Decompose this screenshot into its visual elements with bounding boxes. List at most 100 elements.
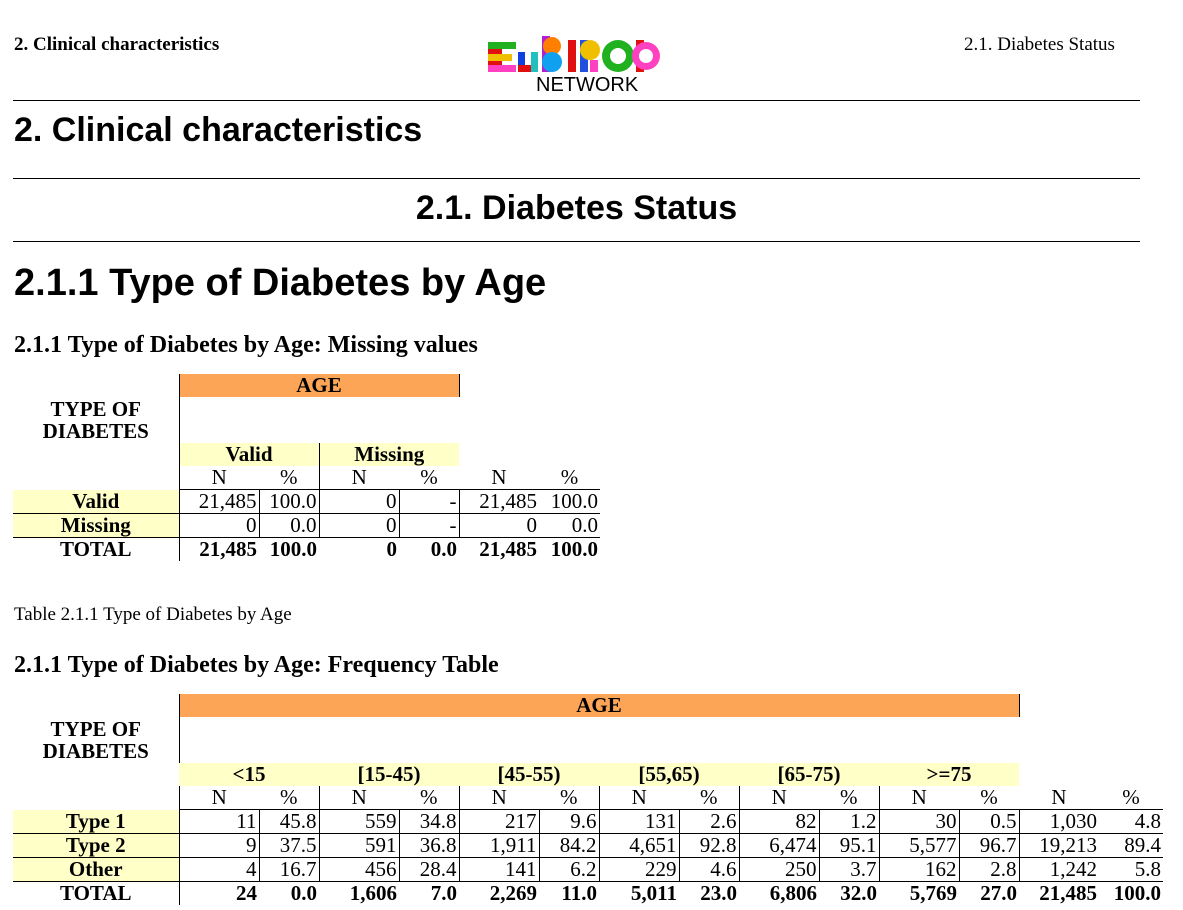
divider — [13, 100, 1140, 101]
cell: 456 — [319, 857, 400, 882]
cell: 0.0 — [290, 881, 317, 905]
table-row: Valid 21,485 100.0 0 - 21,485 100.0 — [13, 489, 601, 514]
cell: 4.8 — [1099, 809, 1164, 834]
cell: 82 — [739, 809, 820, 834]
cell: 100.0 — [269, 537, 317, 561]
cell: 141 — [459, 857, 540, 882]
pct-label: % — [259, 466, 319, 490]
cell: 36.8 — [399, 833, 460, 858]
row-label: Type 2 — [13, 833, 179, 858]
cell: 96.7 — [959, 833, 1020, 858]
age-header: AGE — [178, 694, 1020, 717]
cell: 0 — [386, 537, 398, 561]
n-label: N — [318, 466, 399, 490]
cell: 250 — [739, 857, 820, 882]
cell: 16.7 — [259, 857, 320, 882]
cell: 89.4 — [1099, 833, 1164, 858]
cell: 27.0 — [980, 881, 1018, 905]
cell: - — [399, 489, 460, 514]
running-header-right: 2.1. Diabetes Status — [964, 34, 1115, 55]
cell: 229 — [599, 857, 680, 882]
pct-label: % — [399, 786, 459, 810]
cell: 559 — [319, 809, 400, 834]
cell: 11.0 — [561, 881, 597, 905]
cell: 92.8 — [679, 833, 740, 858]
cell: 23.0 — [700, 881, 737, 905]
pct-label: % — [259, 786, 319, 810]
cell: 3.7 — [819, 857, 880, 882]
chapter-heading: 2. Clinical characteristics — [14, 111, 423, 149]
cell: 217 — [459, 809, 540, 834]
cell: 0.0 — [259, 513, 320, 538]
row-label: Other — [13, 857, 179, 882]
table-row: Missing 0 0.0 0 - 0 0.0 — [13, 513, 601, 538]
row-label: Type 1 — [13, 809, 179, 834]
cell: 2.8 — [959, 857, 1020, 882]
cell: 100.0 — [259, 489, 320, 514]
cell: 1,030 — [1019, 809, 1100, 834]
cell: 21,485 — [459, 489, 540, 514]
cell: 21,485 — [178, 537, 259, 561]
pct-label: % — [539, 786, 599, 810]
cell: 9.6 — [539, 809, 600, 834]
running-header-left: 2. Clinical characteristics — [14, 34, 220, 55]
cell: 2.6 — [679, 809, 740, 834]
cell: 0.0 — [430, 537, 458, 561]
cell: 6,806 — [769, 881, 817, 905]
cell: 34.8 — [399, 809, 460, 834]
group-valid: Valid — [178, 443, 319, 466]
n-label: N — [318, 786, 399, 810]
cell: 37.5 — [259, 833, 320, 858]
pct-label: % — [399, 466, 460, 490]
age-group-header: >=75 — [879, 763, 1020, 786]
cell: 7.0 — [430, 881, 457, 905]
row-label: Missing — [13, 513, 179, 538]
table-row: Type 2 9 37.5 591 36.8 1,911 84.2 4,651 92.8 6,47… — [13, 833, 1164, 858]
cell: 95.1 — [819, 833, 880, 858]
age-header: AGE — [178, 374, 460, 397]
cell: 591 — [319, 833, 400, 858]
pct-label: % — [959, 786, 1020, 810]
cell: 4.6 — [679, 857, 740, 882]
cell: 4 — [178, 857, 260, 882]
frequency-table-title: 2.1.1 Type of Diabetes by Age: Frequency… — [14, 652, 499, 678]
cell: 45.8 — [259, 809, 320, 834]
row-header: TYPE OF DIABETES — [42, 717, 149, 763]
age-group-header: <15 — [179, 763, 319, 786]
section-heading: 2.1. Diabetes Status — [415, 189, 738, 227]
cell: 24 — [178, 881, 259, 905]
cell: 21,485 — [1039, 881, 1098, 905]
n-label: N — [178, 466, 259, 490]
cell: 6.2 — [539, 857, 600, 882]
logo-network-text: NETWORK — [536, 74, 639, 94]
cell: 1,911 — [459, 833, 540, 858]
age-group-header: [45-55) — [459, 763, 599, 786]
pct-label: % — [819, 786, 879, 810]
cell: - — [399, 513, 460, 538]
cell: 0.0 — [539, 513, 601, 538]
cell: 28.4 — [399, 857, 460, 882]
cell: 1,606 — [349, 881, 397, 905]
total-label: TOTAL — [59, 881, 132, 905]
cell: 100.0 — [550, 537, 599, 561]
age-group-header: [65-75) — [739, 763, 879, 786]
cell: 84.2 — [539, 833, 600, 858]
table-row: Other 4 16.7 456 28.4 141 6.2 229 4.6 250 3.7 162 2.… — [13, 857, 1164, 882]
group-missing: Missing — [318, 443, 460, 466]
cell: 5,011 — [630, 881, 677, 905]
cell: 5,769 — [909, 881, 957, 905]
n-label: N — [458, 786, 539, 810]
eubirod-network-logo: NETWORK — [488, 36, 660, 94]
pct-label: % — [539, 466, 601, 490]
row-label: Valid — [13, 489, 179, 514]
cell: 0 — [178, 513, 260, 538]
cell: 5,577 — [879, 833, 960, 858]
n-label: N — [178, 786, 259, 810]
cell: 162 — [879, 857, 960, 882]
n-label: N — [598, 786, 679, 810]
cell: 131 — [599, 809, 680, 834]
cell: 4,651 — [599, 833, 680, 858]
cell: 21,485 — [479, 537, 538, 561]
table-row-total: TOTAL 21,485 100.0 0 0.0 21,485 100.0 — [13, 537, 600, 561]
missing-values-title: 2.1.1 Type of Diabetes by Age: Missing v… — [14, 332, 478, 358]
